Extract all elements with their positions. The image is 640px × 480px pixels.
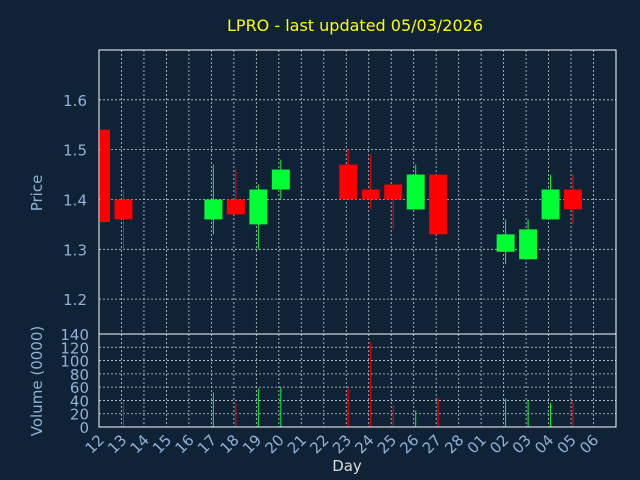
candle-body	[564, 189, 583, 210]
volume-axis-label: Volume (0000)	[28, 326, 46, 436]
price-axis-label: Price	[28, 175, 46, 212]
candle-body	[496, 234, 515, 252]
candle-body	[429, 174, 448, 235]
volume-tick-label: 20	[70, 406, 89, 424]
volume-tick-label: 60	[70, 379, 89, 397]
price-tick-label: 1.5	[63, 142, 87, 160]
candle-body	[271, 169, 290, 190]
candle-body	[100, 129, 110, 222]
candle-body	[361, 189, 380, 200]
volume-tick-label: 80	[70, 366, 89, 384]
price-plot-frame	[98, 49, 617, 335]
volume-tick-label: 0	[79, 419, 89, 437]
candles	[100, 129, 583, 265]
candle-body	[226, 199, 245, 215]
price-tick-label: 1.6	[63, 92, 87, 110]
price-tick-label: 1.3	[63, 241, 87, 259]
chart-title: LPRO - last updated 05/03/2026	[227, 16, 483, 35]
price-tick-labels: 1.2 1.3 1.4 1.5 1.6	[63, 92, 87, 309]
volume-tick-label: 40	[70, 392, 89, 410]
volume-tick-label: 140	[60, 326, 89, 344]
volume-plot-frame	[98, 333, 617, 428]
candle-body	[519, 229, 538, 260]
price-tick-label: 1.4	[63, 191, 87, 209]
candle-body	[384, 184, 403, 200]
x-axis-label: Day	[332, 457, 362, 475]
candle-body	[249, 189, 268, 225]
grid-lines	[99, 50, 616, 428]
x-tick-label: 06	[576, 431, 602, 457]
candle-body	[406, 174, 425, 210]
price-tick-label: 1.2	[63, 291, 87, 309]
volume-bars	[122, 341, 574, 427]
volume-tick-label: 120	[60, 339, 89, 357]
candle-body	[339, 164, 358, 200]
plot-frames	[98, 49, 617, 428]
candle-body	[204, 199, 223, 220]
candle-body	[114, 199, 133, 220]
candle-body	[541, 189, 560, 220]
volume-tick-label: 100	[60, 353, 89, 371]
x-tick-labels: 1213141516171819202122232425262728010203…	[82, 431, 603, 457]
